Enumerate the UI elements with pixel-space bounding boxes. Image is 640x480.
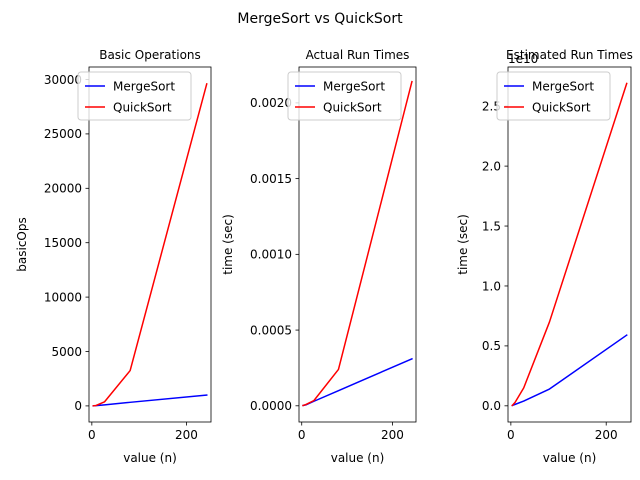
x-tick-label: 200 <box>381 428 404 442</box>
x-tick-label: 200 <box>175 428 198 442</box>
y-axis-label: basicOps <box>15 217 29 271</box>
y-tick-label: 0 <box>74 399 82 413</box>
x-axis-label: value (n) <box>543 451 597 465</box>
legend-label-mergesort: MergeSort <box>532 79 594 93</box>
legend: MergeSort QuickSort <box>287 71 402 121</box>
axes-frame <box>298 66 417 423</box>
y-tick-label: 0.0 <box>482 399 501 413</box>
series-line-quicksort <box>92 82 208 407</box>
y-tick-label: 15000 <box>44 236 82 250</box>
x-tick-label: 200 <box>595 428 618 442</box>
y-tick-label: 5000 <box>51 345 82 359</box>
chart-panel-2: 0 200 0.0000 0.0005 0.0010 0.0015 0.0020 Actual… <box>221 48 417 465</box>
y-tick-label: 2.0 <box>482 159 501 173</box>
axes-frame <box>507 66 632 423</box>
y-tick-label: 0.0010 <box>250 248 292 262</box>
chart-panel-1: 0 200 0 5000 10000 15000 20000 25000 30000 Basic … <box>15 48 212 465</box>
chart-title: Actual Run Times <box>306 48 410 62</box>
series-line-quicksort <box>302 80 413 407</box>
x-tick-label: 0 <box>298 428 306 442</box>
legend-box <box>496 71 611 121</box>
chart-title: Estimated Run Times <box>506 48 633 62</box>
series-line-mergesort <box>511 334 628 407</box>
y-tick-label: 2.5 <box>482 99 501 113</box>
legend-label-mergesort: MergeSort <box>113 79 175 93</box>
plot-area <box>92 82 208 407</box>
legend-box <box>287 71 402 121</box>
y-tick-label: 1.0 <box>482 279 501 293</box>
y-offset-text: 1e10 <box>508 52 538 66</box>
y-axis-label: time (sec) <box>221 214 235 275</box>
legend-box <box>77 71 192 121</box>
y-tick-label: 30000 <box>44 73 82 87</box>
legend-label-mergesort: MergeSort <box>323 79 385 93</box>
x-axis-label: value (n) <box>331 451 385 465</box>
y-tick-label: 0.0005 <box>250 323 292 337</box>
y-tick-label: 0.0015 <box>250 172 292 186</box>
series-line-mergesort <box>92 394 208 407</box>
figure-title: MergeSort vs QuickSort <box>237 11 403 27</box>
y-tick-label: 1.5 <box>482 219 501 233</box>
y-tick-label: 20000 <box>44 182 82 196</box>
series-line-quicksort <box>511 82 628 407</box>
legend: MergeSort QuickSort <box>77 71 192 121</box>
legend-label-quicksort: QuickSort <box>532 100 591 114</box>
series-line-mergesort <box>302 357 413 407</box>
legend: MergeSort QuickSort <box>496 71 611 121</box>
x-tick-label: 0 <box>88 428 96 442</box>
chart-title: Basic Operations <box>99 48 201 62</box>
plot-area <box>511 82 628 407</box>
y-tick-label: 0.0000 <box>250 399 292 413</box>
y-axis-label: time (sec) <box>456 214 470 275</box>
y-tick-label: 0.0020 <box>250 96 292 110</box>
axes-frame <box>88 66 212 423</box>
x-tick-label: 0 <box>507 428 515 442</box>
y-tick-label: 10000 <box>44 290 82 304</box>
y-tick-label: 0.5 <box>482 339 501 353</box>
plot-area <box>302 80 413 407</box>
legend-label-quicksort: QuickSort <box>323 100 382 114</box>
legend-label-quicksort: QuickSort <box>113 100 172 114</box>
y-tick-label: 25000 <box>44 127 82 141</box>
x-axis-label: value (n) <box>123 451 177 465</box>
